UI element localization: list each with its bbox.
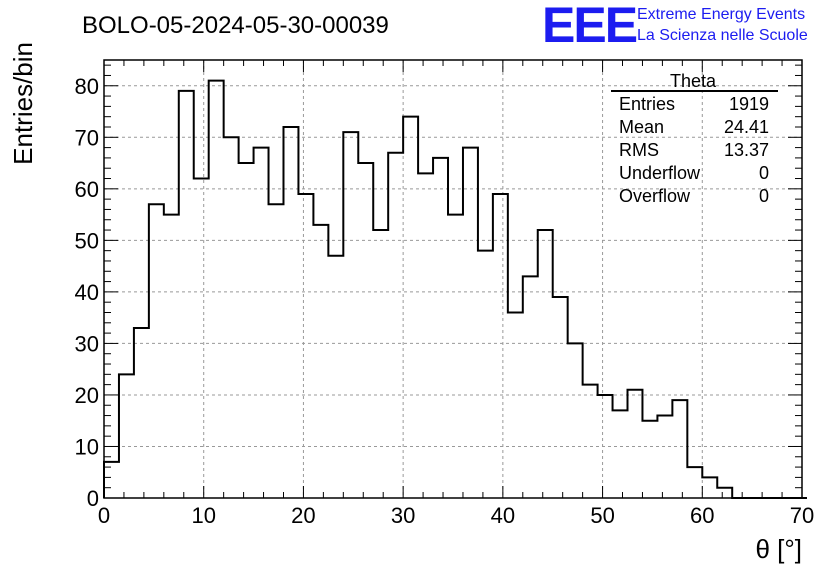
histogram-bin <box>628 390 643 498</box>
stats-label: RMS <box>619 140 659 160</box>
stats-value: 13.37 <box>724 140 769 160</box>
stats-rows: Entries 1919 Mean 24.41 RMS 13.37 Underflow 0 Ov… <box>619 94 769 206</box>
x-tick-label: 30 <box>391 503 415 528</box>
chart-title: BOLO-05-2024-05-30-00039 <box>82 12 389 39</box>
histogram-bin <box>403 117 418 498</box>
plot-frame <box>103 59 803 499</box>
histogram-bin <box>672 400 687 498</box>
histogram-bin <box>283 127 298 498</box>
histogram-bin <box>448 215 463 498</box>
grid <box>104 60 802 498</box>
histogram-bin <box>642 421 657 498</box>
y-tick-label: 70 <box>75 125 99 150</box>
histogram-bin <box>194 179 209 498</box>
histogram-bin <box>358 163 373 498</box>
stats-box: Theta Entries 1919 Mean 24.41 RMS 13.37 Underf… <box>611 71 778 206</box>
y-axis-label: Entries/bin <box>8 42 38 165</box>
x-tick-label: 10 <box>191 503 215 528</box>
histogram-bin <box>717 488 732 498</box>
histogram-bin <box>493 194 508 498</box>
histogram-bin <box>179 91 194 498</box>
y-tick-label: 40 <box>75 280 99 305</box>
stats-value: 0 <box>759 186 769 206</box>
y-tick-label: 60 <box>75 177 99 202</box>
histogram-bin <box>119 374 134 498</box>
stats-label: Entries <box>619 94 675 114</box>
y-tick-labels: 0 10 20 30 40 50 60 70 80 <box>75 74 99 511</box>
histogram-bin <box>224 137 239 498</box>
histogram-bin <box>328 256 343 498</box>
histogram-bin <box>373 230 388 498</box>
histogram-bin <box>343 132 358 498</box>
stats-value: 1919 <box>729 94 769 114</box>
histogram-bin <box>463 148 478 498</box>
histogram-bin <box>418 173 433 498</box>
histogram-bin <box>657 416 672 498</box>
stats-label: Underflow <box>619 163 701 183</box>
histogram-bin <box>583 385 598 498</box>
x-tick-label: 40 <box>491 503 515 528</box>
stats-value: 0 <box>759 163 769 183</box>
histogram-bin <box>702 477 717 498</box>
y-tick-label: 20 <box>75 383 99 408</box>
histogram-bin <box>478 251 493 498</box>
histogram-bin <box>298 194 313 498</box>
histogram-bin <box>254 148 269 498</box>
histogram-bin <box>433 158 448 498</box>
logo-mark: EEE <box>542 0 637 53</box>
histogram-bin <box>613 410 628 498</box>
stats-title: Theta <box>670 71 717 91</box>
x-axis-label: θ [°] <box>755 534 802 564</box>
histogram-bin <box>269 204 284 498</box>
histogram-bin <box>687 467 702 498</box>
stats-value: 24.41 <box>724 117 769 137</box>
y-tick-label: 80 <box>75 74 99 99</box>
y-tick-label: 30 <box>75 331 99 356</box>
x-tick-label: 20 <box>291 503 315 528</box>
histogram-bin <box>149 204 164 498</box>
histogram-bin <box>313 225 328 498</box>
x-tick-label: 70 <box>790 503 814 528</box>
histogram-bin <box>538 230 553 498</box>
x-tick-label: 50 <box>590 503 614 528</box>
y-tick-label: 0 <box>87 486 99 511</box>
histogram-bin <box>508 312 523 498</box>
y-tick-label: 50 <box>75 228 99 253</box>
histogram-bin <box>134 328 149 498</box>
y-tick-label: 10 <box>75 434 99 459</box>
x-tick-label: 0 <box>98 503 110 528</box>
histogram-bin <box>209 81 224 498</box>
histogram-bin <box>568 343 583 498</box>
stats-label: Mean <box>619 117 664 137</box>
logo-line-2: La Scienza nelle Scuole <box>637 27 808 44</box>
histogram-outline <box>103 79 807 499</box>
histogram-bin <box>523 276 538 498</box>
stats-label: Overflow <box>619 186 691 206</box>
histogram-bin <box>553 297 568 498</box>
eee-logo: EEE Extreme Energy Events La Scienza nel… <box>542 0 808 53</box>
axis-ticks <box>103 60 803 499</box>
histogram-bin <box>239 163 254 498</box>
x-tick-labels: 0 10 20 30 40 50 60 70 <box>98 503 814 528</box>
logo-line-1: Extreme Energy Events <box>637 6 805 23</box>
histogram-bin <box>164 215 179 498</box>
x-tick-label: 60 <box>690 503 714 528</box>
